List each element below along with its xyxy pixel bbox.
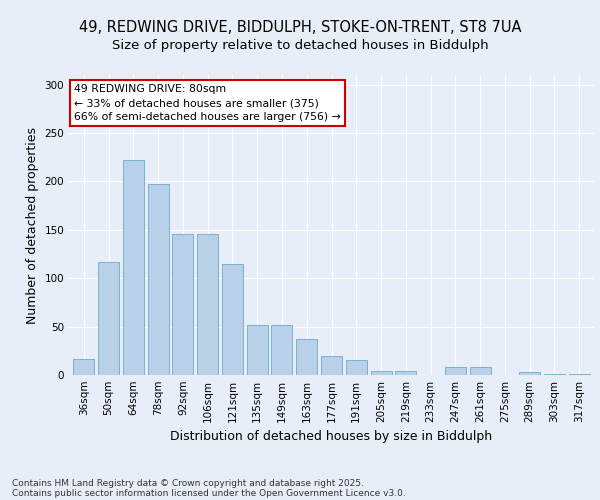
X-axis label: Distribution of detached houses by size in Biddulph: Distribution of detached houses by size …	[170, 430, 493, 444]
Text: 49 REDWING DRIVE: 80sqm
← 33% of detached houses are smaller (375)
66% of semi-d: 49 REDWING DRIVE: 80sqm ← 33% of detache…	[74, 84, 341, 122]
Bar	[519, 372, 540, 375]
Bar	[148, 184, 169, 375]
Bar	[296, 339, 317, 375]
Text: 49, REDWING DRIVE, BIDDULPH, STOKE-ON-TRENT, ST8 7UA: 49, REDWING DRIVE, BIDDULPH, STOKE-ON-TR…	[79, 20, 521, 35]
Bar	[123, 160, 144, 375]
Bar	[569, 374, 590, 375]
Bar	[271, 324, 292, 375]
Text: Contains HM Land Registry data © Crown copyright and database right 2025.: Contains HM Land Registry data © Crown c…	[12, 478, 364, 488]
Bar	[346, 360, 367, 375]
Text: Contains public sector information licensed under the Open Government Licence v3: Contains public sector information licen…	[12, 488, 406, 498]
Bar	[445, 368, 466, 375]
Y-axis label: Number of detached properties: Number of detached properties	[26, 126, 39, 324]
Text: Size of property relative to detached houses in Biddulph: Size of property relative to detached ho…	[112, 40, 488, 52]
Bar	[395, 371, 416, 375]
Bar	[73, 358, 94, 375]
Bar	[371, 371, 392, 375]
Bar	[222, 264, 243, 375]
Bar	[98, 262, 119, 375]
Bar	[172, 234, 193, 375]
Bar	[544, 374, 565, 375]
Bar	[197, 234, 218, 375]
Bar	[470, 368, 491, 375]
Bar	[321, 356, 342, 375]
Bar	[247, 324, 268, 375]
